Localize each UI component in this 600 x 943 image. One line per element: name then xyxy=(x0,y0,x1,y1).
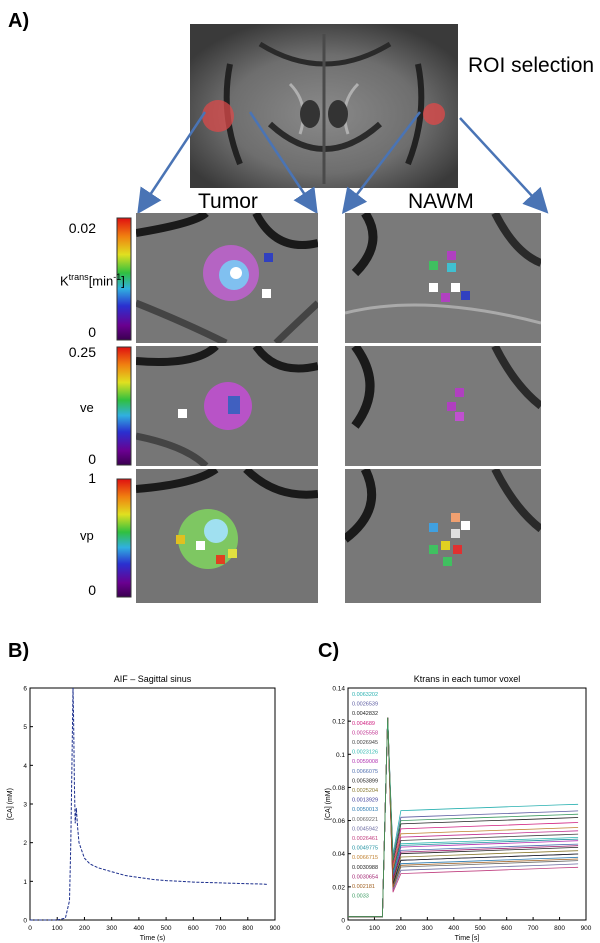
legend-entry: 0.0050013 xyxy=(352,807,378,813)
legend-entry: 0.0049775 xyxy=(352,846,378,852)
x-tick-label: 900 xyxy=(270,925,281,932)
y-tick-label: 5 xyxy=(23,724,27,731)
y-tick-label: 0.02 xyxy=(332,884,345,891)
x-tick-label: 700 xyxy=(528,925,539,932)
tumor-column-header: Tumor xyxy=(198,190,258,213)
legend-entry: 0.0025204 xyxy=(352,788,378,794)
tumor-vp-map xyxy=(136,469,318,603)
x-tick-label: 400 xyxy=(133,925,144,932)
panel-label-b: B) xyxy=(8,640,30,662)
x-tick-label: 800 xyxy=(242,925,253,932)
colorbar-2-bottom: 0 xyxy=(88,451,96,467)
x-tick-label: 100 xyxy=(369,925,380,932)
y-tick-label: 1 xyxy=(23,879,27,886)
plot-area xyxy=(347,687,587,921)
x-tick-label: 0 xyxy=(346,925,350,932)
y-axis-label: [CA] (mM) xyxy=(7,788,14,820)
legend-entry: 0.0033 xyxy=(352,894,369,900)
legend-entry: 0.0030988 xyxy=(352,865,378,871)
colorbar-1 xyxy=(116,217,132,341)
legend-entry: 0.0026461 xyxy=(352,836,378,842)
x-tick-label: 200 xyxy=(79,925,90,932)
x-axis-label: Time (s) xyxy=(140,935,165,942)
legend-entry: 0.0042832 xyxy=(352,711,378,717)
legend-entry: 0.0030654 xyxy=(352,874,378,880)
x-axis-label: Time [s] xyxy=(455,935,480,942)
x-tick-label: 600 xyxy=(501,925,512,932)
legend-entry: 0.0063202 xyxy=(352,692,378,698)
y-tick-label: 0.04 xyxy=(332,851,345,858)
roi-arrows xyxy=(137,111,549,215)
nawm-ktrans-map xyxy=(345,213,541,343)
colorbar-1-bottom: 0 xyxy=(88,324,96,340)
y-axis-label: [CA] (mM) xyxy=(325,788,332,820)
legend-entry: 0.0066715 xyxy=(352,855,378,861)
y-tick-label: 0.08 xyxy=(332,785,345,792)
colorbar-3-bottom: 0 xyxy=(88,582,96,598)
aif-chart: 0 100 200 300 400 500 600 700 800 900 0 1 2 3 4 5 6 AIF –… xyxy=(7,674,281,942)
x-tick-label: 700 xyxy=(215,925,226,932)
ktrans-chart: 0 100 200 300 400 500 600 700 800 900 0 0.02 0.04 0.0… xyxy=(325,674,592,942)
x-tick-label: 600 xyxy=(188,925,199,932)
x-tick-label: 200 xyxy=(395,925,406,932)
x-tick-label: 500 xyxy=(161,925,172,932)
y-tick-label: 0.14 xyxy=(332,686,345,693)
colorbar-2-label: ve xyxy=(80,400,94,415)
panel-label-a: A) xyxy=(8,10,30,32)
colorbar-1-top: 0.02 xyxy=(68,220,96,236)
roi-selection-label: ROI selection xyxy=(468,54,595,77)
y-tick-label: 0 xyxy=(341,918,345,925)
colorbar-2 xyxy=(116,346,132,466)
y-tick-label: 0.06 xyxy=(332,818,345,825)
aif-series-line xyxy=(30,687,267,921)
nawm-column-header: NAWM xyxy=(408,190,474,213)
tumor-ve-map xyxy=(136,346,318,466)
plot-area xyxy=(29,687,276,921)
colorbar-2-top: 0.25 xyxy=(68,344,96,360)
x-tick-label: 300 xyxy=(106,925,117,932)
legend-entry: 0.0013929 xyxy=(352,798,378,804)
colorbar-3-top: 1 xyxy=(88,470,96,486)
colorbar-1-label: Ktrans[min-1] xyxy=(60,272,125,289)
legend-entry: 0.0023126 xyxy=(352,750,378,756)
chart-title: AIF – Sagittal sinus xyxy=(114,674,192,684)
y-tick-label: 0 xyxy=(23,918,27,925)
x-tick-label: 100 xyxy=(52,925,63,932)
legend-entry: 0.0069221 xyxy=(352,817,378,823)
y-tick-label: 0.1 xyxy=(336,752,345,759)
y-tick-label: 0.12 xyxy=(332,719,345,726)
x-tick-label: 900 xyxy=(581,925,592,932)
legend-entry: 0.0059008 xyxy=(352,759,378,765)
chart-title: Ktrans in each tumor voxel xyxy=(414,674,521,684)
legend-entry: 0.0025558 xyxy=(352,730,378,736)
x-tick-label: 800 xyxy=(554,925,565,932)
y-tick-label: 6 xyxy=(23,686,27,693)
legend-entry: 0.0026945 xyxy=(352,740,378,746)
nawm-vp-map xyxy=(345,469,541,603)
x-tick-label: 500 xyxy=(475,925,486,932)
nawm-ve-map xyxy=(345,346,541,466)
legend-entry: 0.002181 xyxy=(352,884,375,890)
legend-entry: 0.004689 xyxy=(352,721,375,727)
x-tick-label: 300 xyxy=(422,925,433,932)
y-tick-label: 4 xyxy=(23,763,27,770)
legend-entry: 0.0053899 xyxy=(352,778,378,784)
colorbar-3-label: vp xyxy=(80,528,94,543)
y-tick-label: 2 xyxy=(23,840,27,847)
x-tick-label: 400 xyxy=(448,925,459,932)
tumor-ktrans-map xyxy=(136,213,318,343)
legend-entry: 0.0066075 xyxy=(352,769,378,775)
y-tick-label: 3 xyxy=(23,802,27,809)
roi-brain-image xyxy=(190,24,458,188)
legend-entry: 0.0026539 xyxy=(352,702,378,708)
voxel-curve xyxy=(348,717,579,918)
colorbar-3 xyxy=(116,478,132,598)
legend-entry: 0.0045942 xyxy=(352,826,378,832)
x-tick-label: 0 xyxy=(28,925,32,932)
panel-label-c: C) xyxy=(318,640,340,662)
